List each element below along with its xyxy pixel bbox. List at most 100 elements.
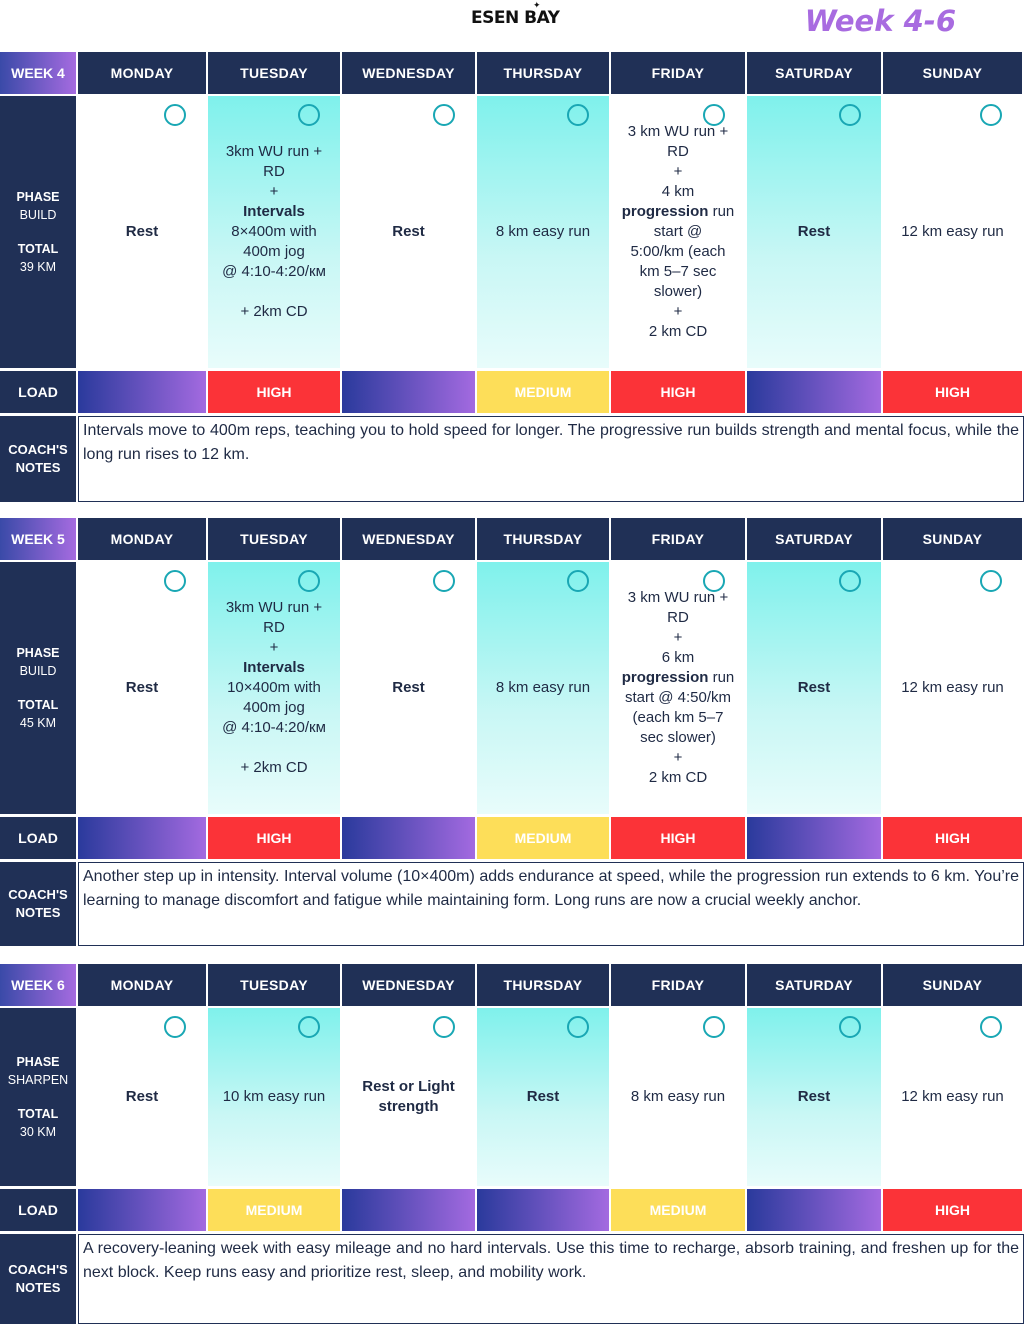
workout-text: 3 km WU run + RD +6 km progression run start…: [621, 589, 735, 786]
workout-text: Rest: [392, 679, 425, 696]
checkbox-circle-icon[interactable]: [164, 1016, 186, 1038]
workout-cell-saturday: Rest: [747, 562, 881, 814]
workout-text: 3 km WU run + RD +4 km progression run start…: [621, 123, 735, 340]
workout-cell-saturday: Rest: [747, 1008, 881, 1186]
day-header-wednesday: WEDNESDAY: [342, 518, 475, 560]
load-cell-sunday: HIGH: [883, 817, 1022, 859]
coach-notes-text: Another step up in intensity. Interval v…: [78, 862, 1024, 946]
workout-cell-wednesday: Rest: [342, 562, 475, 814]
checkbox-circle-icon[interactable]: [298, 104, 320, 126]
checkbox-circle-icon[interactable]: [839, 570, 861, 592]
workout-cell-thursday: 8 km easy run: [477, 96, 609, 368]
workout-text: Rest: [797, 223, 831, 240]
day-header-tuesday: TUESDAY: [208, 964, 340, 1006]
day-header-sunday: SUNDAY: [883, 518, 1022, 560]
week-label: WEEK 6: [0, 964, 76, 1006]
checkbox-circle-icon[interactable]: [567, 104, 589, 126]
coach-notes-label-line2: NOTES: [15, 460, 61, 475]
day-header-friday: FRIDAY: [611, 52, 745, 94]
load-cell-tuesday: MEDIUM: [208, 1189, 340, 1231]
load-cell-thursday: MEDIUM: [477, 817, 609, 859]
checkbox-circle-icon[interactable]: [980, 570, 1002, 592]
checkbox-circle-icon[interactable]: [298, 570, 320, 592]
load-cell-friday: HIGH: [611, 817, 745, 859]
workout-text: Rest: [125, 679, 159, 696]
total-label: TOTAL: [17, 698, 59, 712]
phase-label: PHASE: [16, 1055, 60, 1069]
day-header-sunday: SUNDAY: [883, 52, 1022, 94]
workout-cell-wednesday: Rest: [342, 96, 475, 368]
workout-text: 3km WU run + RD + Intervals 8×400m with 400m …: [222, 143, 326, 320]
load-cell-friday: MEDIUM: [611, 1189, 745, 1231]
checkbox-circle-icon[interactable]: [839, 1016, 861, 1038]
workout-text: 3km WU run + RD + Intervals 10×400m with 400m…: [222, 599, 326, 776]
checkbox-circle-icon[interactable]: [298, 1016, 320, 1038]
checkbox-circle-icon[interactable]: [164, 570, 186, 592]
workout-cell-monday: Rest: [78, 96, 206, 368]
workout-cell-sunday: 12 km easy run: [883, 562, 1022, 814]
coach-notes-label-line1: COACH'S: [8, 1262, 68, 1277]
checkbox-circle-icon[interactable]: [433, 1016, 455, 1038]
phase-panel: PHASE BUILD TOTAL 45 KM: [0, 562, 76, 814]
load-label: LOAD: [0, 371, 76, 413]
checkbox-circle-icon[interactable]: [839, 104, 861, 126]
day-header-tuesday: TUESDAY: [208, 518, 340, 560]
checkbox-circle-icon[interactable]: [164, 104, 186, 126]
workout-text: Rest: [797, 1088, 831, 1105]
day-header-saturday: SATURDAY: [747, 52, 881, 94]
top-bar: ESEN BAY ✦ Week 4-6: [0, 0, 1024, 50]
coach-notes-text: A recovery-leaning week with easy mileag…: [78, 1234, 1024, 1324]
checkbox-circle-icon[interactable]: [980, 1016, 1002, 1038]
load-cell-monday: [78, 817, 206, 859]
load-cell-saturday: [747, 1189, 881, 1231]
load-cell-monday: [78, 1189, 206, 1231]
workout-text: 10 km easy run: [222, 1088, 326, 1105]
phase-value: SHARPEN: [7, 1073, 69, 1087]
load-cell-tuesday: HIGH: [208, 371, 340, 413]
checkbox-circle-icon[interactable]: [703, 1016, 725, 1038]
checkbox-circle-icon[interactable]: [703, 570, 725, 592]
workout-cell-thursday: 8 km easy run: [477, 562, 609, 814]
load-cell-wednesday: [342, 817, 475, 859]
load-cell-tuesday: HIGH: [208, 817, 340, 859]
checkbox-circle-icon[interactable]: [433, 104, 455, 126]
phase-value: BUILD: [19, 208, 57, 222]
workout-cell-tuesday: 3km WU run + RD + Intervals 8×400m with 400m …: [208, 96, 340, 368]
logo-star-icon: ✦: [533, 0, 541, 10]
workout-text: 12 km easy run: [901, 223, 1004, 240]
checkbox-circle-icon[interactable]: [567, 1016, 589, 1038]
day-header-sunday: SUNDAY: [883, 964, 1022, 1006]
workout-text: 12 km easy run: [901, 679, 1004, 696]
workout-text: 8 km easy run: [495, 223, 591, 240]
checkbox-circle-icon[interactable]: [567, 570, 589, 592]
workout-text: 8 km easy run: [495, 679, 591, 696]
phase-label: PHASE: [16, 646, 60, 660]
coach-notes-label-line1: COACH'S: [8, 442, 68, 457]
checkbox-circle-icon[interactable]: [433, 570, 455, 592]
day-header-thursday: THURSDAY: [477, 518, 609, 560]
workout-cell-saturday: Rest: [747, 96, 881, 368]
workout-cell-sunday: 12 km easy run: [883, 1008, 1022, 1186]
day-header-saturday: SATURDAY: [747, 964, 881, 1006]
day-header-wednesday: WEDNESDAY: [342, 964, 475, 1006]
week-label: WEEK 4: [0, 52, 76, 94]
load-cell-thursday: MEDIUM: [477, 371, 609, 413]
workout-text: Rest: [392, 223, 425, 240]
workout-cell-monday: Rest: [78, 1008, 206, 1186]
load-cell-wednesday: [342, 371, 475, 413]
workout-text: Rest: [125, 1088, 159, 1105]
load-cell-thursday: [477, 1189, 609, 1231]
checkbox-circle-icon[interactable]: [980, 104, 1002, 126]
load-cell-saturday: [747, 371, 881, 413]
day-header-tuesday: TUESDAY: [208, 52, 340, 94]
load-label: LOAD: [0, 1189, 76, 1231]
workout-cell-friday: 8 km easy run: [611, 1008, 745, 1186]
phase-panel: PHASE BUILD TOTAL 39 KM: [0, 96, 76, 368]
phase-label: PHASE: [16, 190, 60, 204]
workout-text: 8 km easy run: [630, 1088, 726, 1105]
load-cell-wednesday: [342, 1189, 475, 1231]
coach-notes-label: COACH'S NOTES: [0, 1234, 76, 1324]
load-cell-sunday: HIGH: [883, 1189, 1022, 1231]
load-label: LOAD: [0, 817, 76, 859]
checkbox-circle-icon[interactable]: [703, 104, 725, 126]
